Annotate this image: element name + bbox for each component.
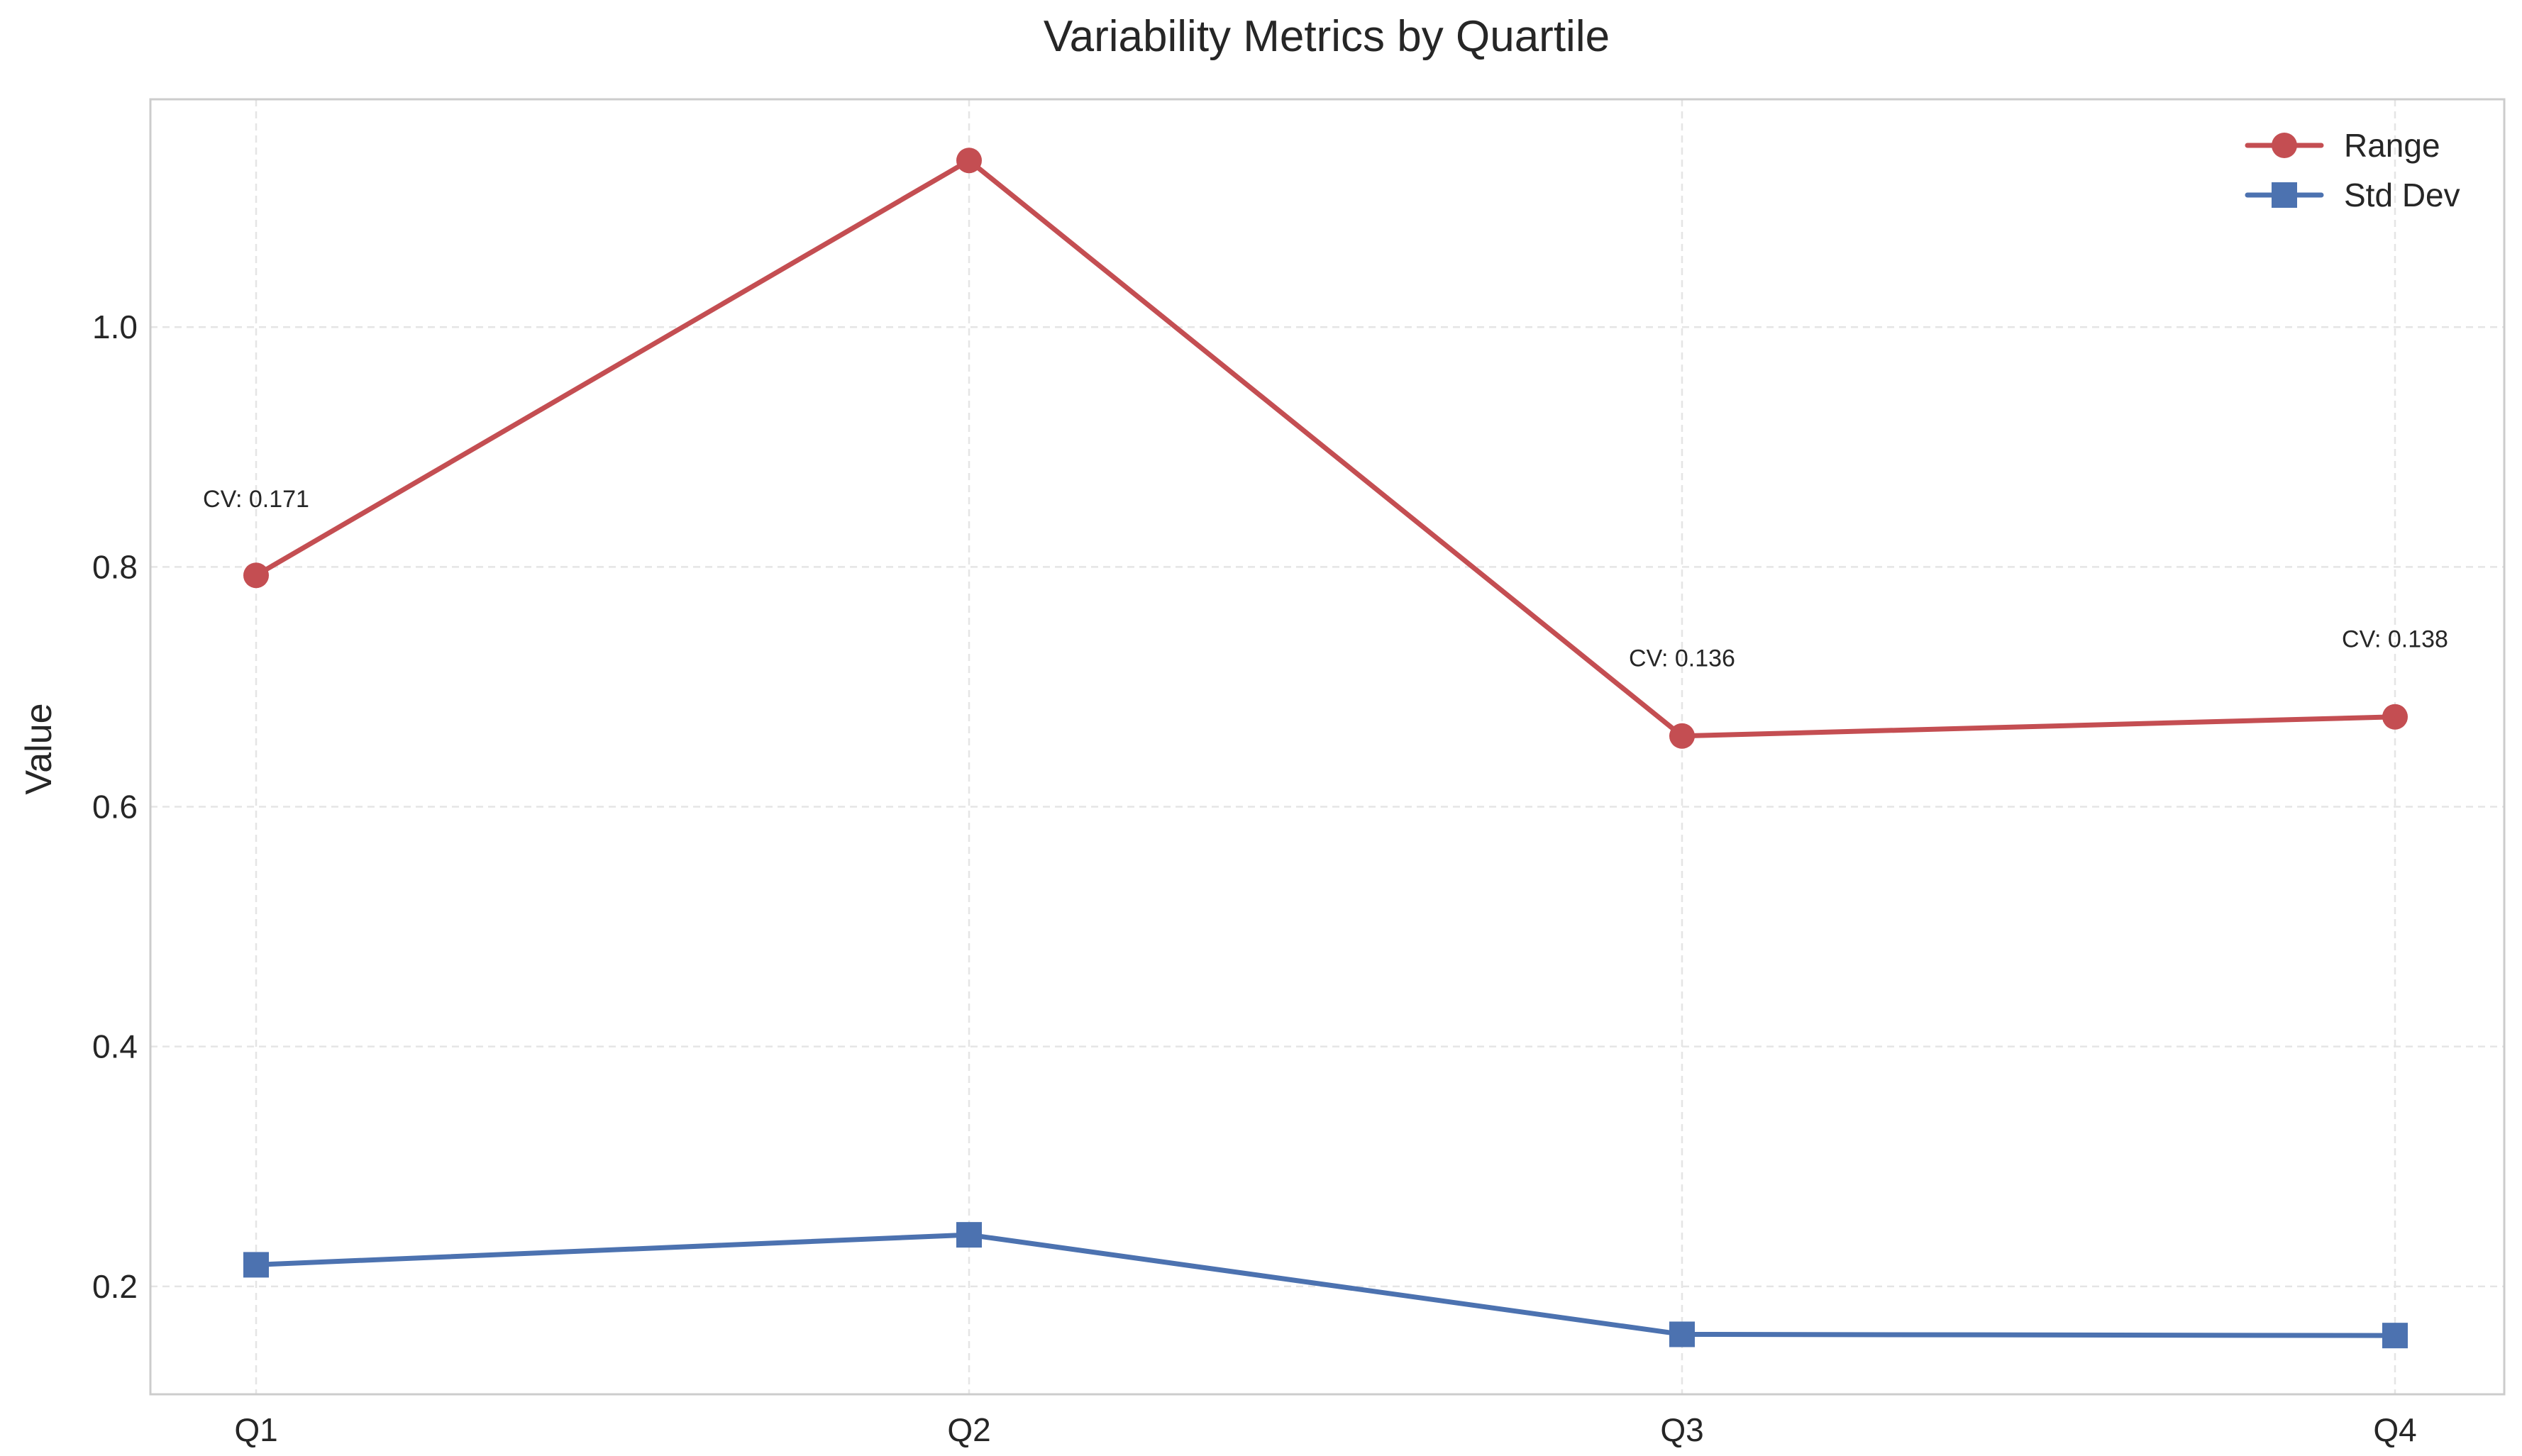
series-line — [253, 1232, 2398, 1338]
legend: Range Std Dev — [2245, 127, 2460, 213]
y-tick-label: 0.8 — [92, 548, 138, 585]
y-tick-label: 0.4 — [92, 1028, 138, 1065]
legend-entry: Std Dev — [2245, 177, 2460, 213]
cv-annotation: CV: 0.138 — [2342, 626, 2448, 653]
data-point-circle — [1669, 723, 1695, 749]
data-point-square — [956, 1222, 982, 1248]
y-axis-ticks: 0.2 0.4 0.6 0.8 1.0 — [92, 309, 138, 1305]
y-tick-label: 0.6 — [92, 789, 138, 826]
data-point-circle — [2382, 704, 2408, 730]
x-tick-label: Q1 — [234, 1411, 277, 1448]
data-point-square — [2382, 1323, 2408, 1349]
chart-title: Variability Metrics by Quartile — [1044, 12, 1610, 61]
x-tick-label: Q3 — [1660, 1411, 1703, 1448]
y-tick-label: 0.2 — [92, 1268, 138, 1305]
series-std-dev — [243, 1222, 2408, 1349]
x-axis-ticks: Q1 Q2 Q3 Q4 — [234, 1411, 2416, 1448]
plot-area-border — [149, 98, 2506, 1396]
data-point-circle — [956, 148, 982, 174]
legend-label: Std Dev — [2344, 177, 2460, 213]
series-range — [243, 148, 2408, 749]
data-point-square — [1669, 1321, 1695, 1347]
data-point-circle — [243, 562, 269, 589]
cv-annotation: CV: 0.171 — [203, 486, 309, 513]
legend-marker-square — [2272, 182, 2297, 208]
x-tick-label: Q4 — [2373, 1411, 2416, 1448]
legend-marker-circle — [2272, 133, 2297, 158]
x-tick-label: Q2 — [947, 1411, 990, 1448]
cv-annotations: CV: 0.171 CV: 0.136 CV: 0.138 — [203, 486, 2448, 672]
legend-label: Range — [2344, 127, 2440, 164]
data-point-square — [243, 1252, 269, 1278]
y-tick-label: 1.0 — [92, 309, 138, 345]
grid-lines — [150, 99, 2504, 1394]
cv-annotation: CV: 0.136 — [1629, 645, 1735, 672]
series-line — [253, 157, 2398, 739]
y-axis-label: Value — [18, 703, 60, 794]
legend-entry: Range — [2245, 127, 2440, 164]
series-lines — [243, 148, 2408, 1349]
